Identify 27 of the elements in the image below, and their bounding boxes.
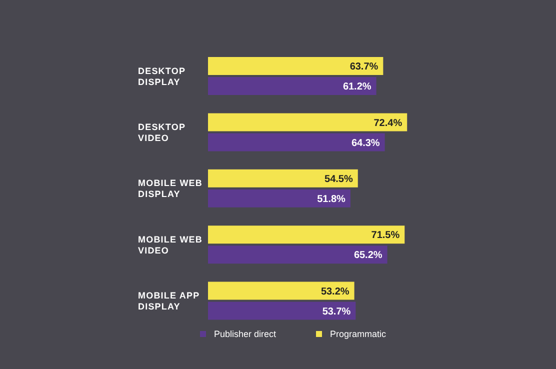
data-label: 61.2% (342, 82, 372, 93)
bar (208, 282, 354, 300)
bar (208, 133, 385, 152)
data-label: 65.2% (354, 250, 382, 262)
bar (208, 169, 358, 188)
y-tick-label: MOBILE WEB VIDEO (138, 234, 202, 256)
legend-label: Publisher direct (214, 329, 276, 339)
legend-label: Programmatic (330, 329, 386, 339)
bar (208, 302, 356, 320)
data-label: 63.7% (350, 62, 378, 73)
data-label: 72.4% (374, 118, 402, 129)
y-tick-label: MOBILE APP DISPLAY (138, 290, 200, 312)
y-tick-label: DESKTOP VIDEO (138, 122, 186, 143)
bar (208, 246, 388, 264)
bar (208, 226, 405, 244)
y-tick-label: DESKTOP DISPLAY (138, 66, 186, 87)
bar (208, 57, 384, 75)
data-label: 71.5% (371, 230, 400, 242)
data-label: 53.2% (320, 286, 350, 298)
bar (208, 113, 408, 132)
y-tick-label: MOBILE WEB DISPLAY (138, 178, 202, 200)
bar (208, 189, 350, 208)
data-label: 51.8% (317, 194, 346, 205)
data-label: 64.3% (351, 138, 380, 149)
bar (208, 77, 376, 95)
data-label: 53.7% (322, 306, 351, 318)
data-label: 54.5% (324, 174, 353, 185)
